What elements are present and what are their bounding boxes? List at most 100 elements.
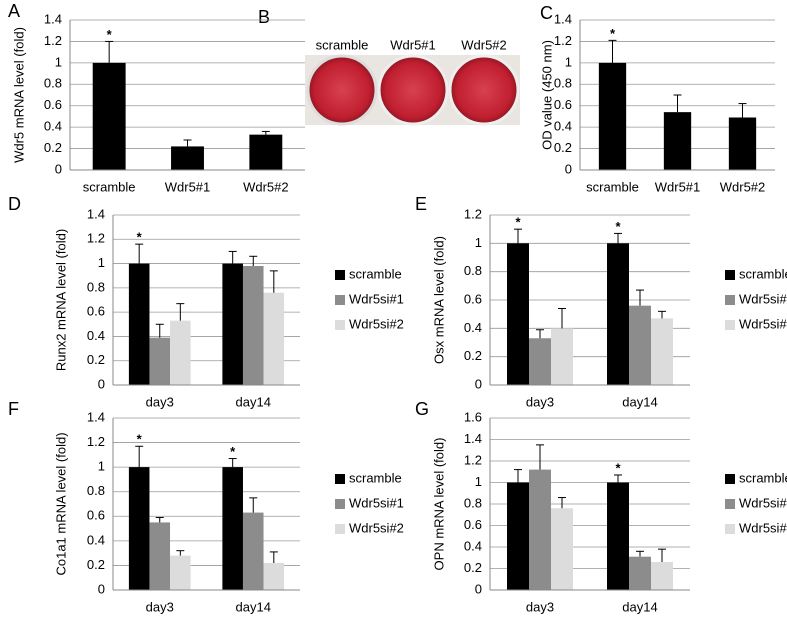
y-tick-label: 1 [475,235,482,250]
legend-label: Wdr5si#1 [739,291,787,306]
y-tick-label: 0.8 [87,279,105,294]
y-tick-label: 1.4 [464,431,482,446]
legend-label: Wdr5si#2 [349,316,404,331]
y-axis-label: Osx mRNA level (fold) [431,236,446,364]
y-tick-label: 0.6 [44,97,62,112]
y-tick-label: 0.8 [464,495,482,510]
y-tick-label: 1.2 [464,452,482,467]
y-tick-label: 0.6 [87,304,105,319]
legend-swatch [725,474,735,484]
y-tick-label: 0.8 [44,76,62,91]
bar [242,266,264,385]
significance-mark: * [137,230,143,245]
y-tick-label: 0 [565,161,572,176]
legend-swatch [725,524,735,534]
y-tick-label: 0.6 [464,517,482,532]
x-tick-label: day3 [526,599,554,614]
bar [651,562,673,590]
bar [551,328,573,385]
dish-photo [306,54,378,126]
panel-label: F [8,399,19,419]
bar [149,337,171,385]
y-tick-label: 1.2 [87,231,105,246]
x-tick-label: Wdr5#2 [720,179,766,194]
bar [663,112,692,170]
y-tick-label: 1.2 [464,206,482,221]
bar [529,469,551,590]
legend-label: scramble [739,470,787,485]
bar [607,482,629,590]
bar [507,482,529,590]
y-tick-label: 0.4 [44,119,62,134]
bar [529,338,551,385]
panel-label: E [415,194,427,214]
legend-swatch [335,474,345,484]
y-tick-label: 1.2 [44,33,62,48]
y-tick-label: 0.4 [464,538,482,553]
bar [170,555,191,590]
x-tick-label: day14 [622,599,657,614]
y-tick-label: 1.4 [87,409,105,424]
y-tick-label: 0.2 [87,352,105,367]
y-tick-label: 1 [475,474,482,489]
x-tick-label: scramble [586,179,639,194]
legend-swatch [725,270,735,280]
y-tick-label: 0.4 [87,328,105,343]
y-axis-label: Wdr5 mRNA level (fold) [11,27,26,163]
y-tick-label: 1 [565,54,572,69]
legend-label: scramble [349,266,402,281]
legend-label: Wdr5si#2 [739,520,787,535]
legend-label: Wdr5si#2 [739,316,787,331]
y-tick-label: 0.4 [87,532,105,547]
y-tick-label: 0.2 [44,140,62,155]
bar [222,263,243,385]
y-tick-label: 0.6 [554,97,572,112]
legend-label: Wdr5si#1 [739,495,787,510]
y-tick-label: 1.4 [554,11,572,26]
legend-swatch [725,295,735,305]
y-axis-label: OPN mRNA level (fold) [431,438,446,571]
y-tick-label: 0 [98,376,105,391]
bar [149,522,171,590]
y-tick-label: 0.6 [464,291,482,306]
y-tick-label: 1 [98,255,105,270]
photo-caption: Wdr5#2 [461,37,507,52]
legend-label: scramble [739,266,787,281]
panel-label: B [258,7,270,27]
significance-mark: * [230,444,236,459]
x-tick-label: day14 [622,394,657,409]
x-tick-label: day3 [526,394,554,409]
y-tick-label: 1.4 [87,206,105,221]
y-tick-label: 1.2 [87,434,105,449]
dish-photo [377,54,449,126]
x-tick-label: scramble [83,179,136,194]
legend-label: Wdr5si#2 [349,520,404,535]
y-tick-label: 1.4 [44,11,62,26]
y-tick-label: 1 [55,54,62,69]
significance-mark: * [615,460,621,475]
legend-swatch [725,499,735,509]
y-tick-label: 0 [475,376,482,391]
legend-label: Wdr5si#1 [349,495,404,510]
bar [222,467,243,590]
bar [263,292,285,385]
x-tick-label: day14 [236,599,271,614]
bar [92,62,126,170]
bar [171,146,204,170]
y-axis-label: Runx2 mRNA level (fold) [53,229,68,371]
dish-photo [448,54,520,126]
significance-mark: * [615,219,621,234]
y-tick-label: 1.2 [554,33,572,48]
bar [249,134,283,170]
bar [607,243,629,385]
y-tick-label: 0.8 [554,76,572,91]
bar [551,508,573,590]
y-tick-label: 0.2 [554,140,572,155]
y-tick-label: 1.6 [464,409,482,424]
legend-swatch [335,499,345,509]
panel-label: G [415,399,429,419]
x-tick-label: day3 [146,599,174,614]
bar [170,320,191,385]
